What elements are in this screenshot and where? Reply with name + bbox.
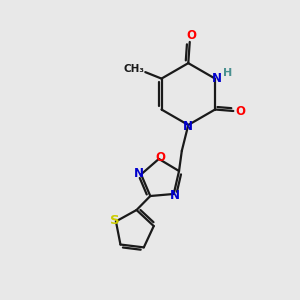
Text: O: O (186, 29, 196, 42)
Text: N: N (212, 72, 221, 85)
Text: N: N (134, 167, 144, 180)
Text: S: S (110, 214, 120, 227)
Text: O: O (236, 105, 246, 118)
Text: N: N (183, 120, 193, 133)
Text: O: O (155, 151, 165, 164)
Text: N: N (170, 189, 180, 202)
Text: CH₃: CH₃ (124, 64, 145, 74)
Text: H: H (223, 68, 232, 78)
